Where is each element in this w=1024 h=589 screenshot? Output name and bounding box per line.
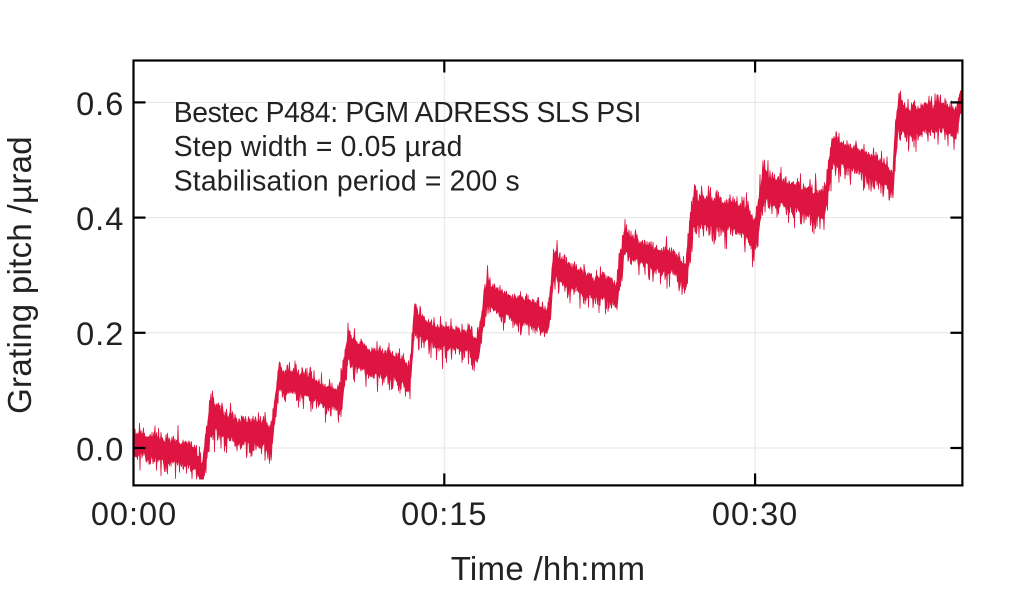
- svg-text:Stabilisation period = 200 s: Stabilisation period = 200 s: [174, 165, 520, 197]
- svg-text:0.4: 0.4: [76, 201, 124, 237]
- svg-text:0.0: 0.0: [76, 431, 124, 467]
- svg-text:0.2: 0.2: [76, 316, 124, 352]
- svg-text:0.6: 0.6: [76, 86, 124, 122]
- svg-text:00:00: 00:00: [91, 496, 177, 532]
- svg-text:Bestec P484: PGM ADRESS SLS PS: Bestec P484: PGM ADRESS SLS PSI: [174, 96, 641, 128]
- svg-text:Time /hh:mm: Time /hh:mm: [451, 550, 646, 587]
- svg-text:00:15: 00:15: [401, 496, 487, 532]
- svg-text:00:30: 00:30: [712, 496, 798, 532]
- svg-text:Step width = 0.05 µrad: Step width = 0.05 µrad: [174, 130, 463, 162]
- svg-text:Grating pitch /µrad: Grating pitch /µrad: [1, 136, 38, 414]
